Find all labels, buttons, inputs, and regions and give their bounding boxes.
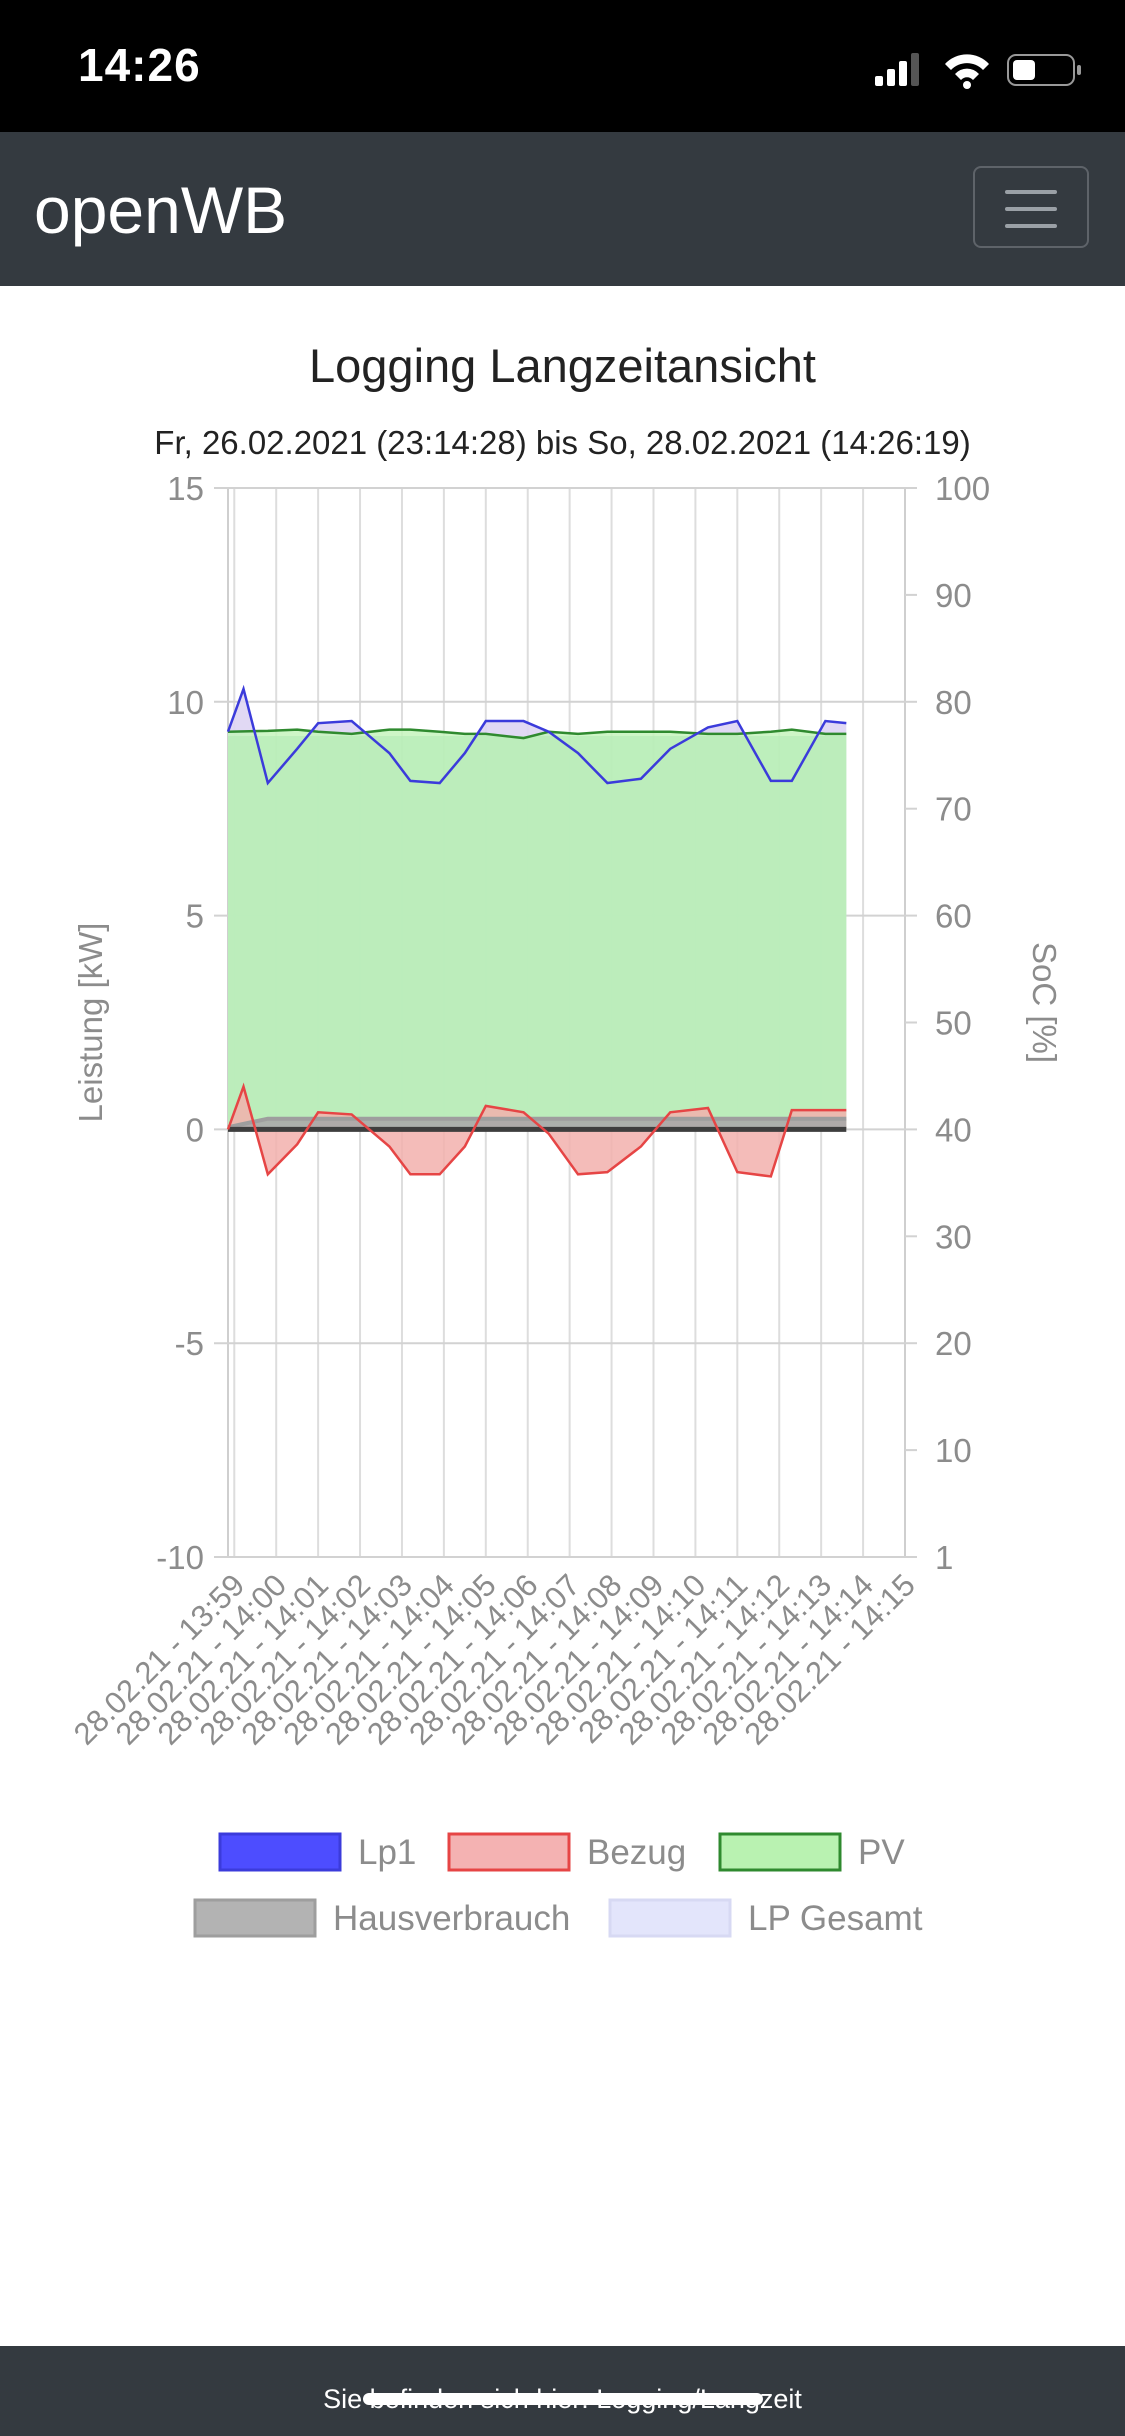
home-indicator [363, 2393, 763, 2405]
y2-tick-label: 80 [935, 684, 972, 721]
legend-label: Lp1 [358, 1833, 416, 1872]
status-bar: 14:26 [0, 0, 1125, 132]
y2-tick-label: 60 [935, 898, 972, 935]
y2-tick-label: 50 [935, 1005, 972, 1042]
y2-tick-label: 40 [935, 1111, 972, 1148]
y2-axis-title: SoC [%] [1026, 942, 1063, 1063]
y-tick-label: 15 [167, 470, 204, 507]
brand-logo-text[interactable]: openWB [34, 173, 288, 247]
footer: Sie befinden sich hier: Logging/Langzeit [0, 2346, 1125, 2436]
y-tick-label: -5 [175, 1325, 204, 1362]
y2-tick-label: 70 [935, 791, 972, 828]
y2-tick-label: 20 [935, 1325, 972, 1362]
y2-tick-label: 30 [935, 1218, 972, 1255]
legend-label: LP Gesamt [748, 1899, 923, 1938]
y-tick-label: 0 [186, 1111, 204, 1148]
legend-swatch [718, 1832, 842, 1872]
legend-swatch [608, 1898, 732, 1938]
y2-tick-label: 1 [935, 1539, 953, 1576]
y2-tick-label: 100 [935, 470, 990, 507]
cellular-signal-icon [875, 53, 919, 86]
hamburger-menu-icon [1005, 190, 1057, 194]
legend-label: Hausverbrauch [333, 1899, 570, 1938]
y-axis-title: Leistung [kW] [72, 923, 109, 1123]
pv-area-body [228, 736, 847, 1123]
menu-toggle-button[interactable] [973, 166, 1089, 248]
legend-label: PV [858, 1833, 905, 1872]
y-tick-label: 5 [186, 898, 204, 935]
page-subtitle: Fr, 26.02.2021 (23:14:28) bis So, 28.02.… [154, 424, 971, 461]
hausverbrauch-line [227, 1116, 847, 1130]
top-navbar: openWB [0, 132, 1125, 286]
legend-label: Bezug [587, 1833, 686, 1872]
pv-line [227, 728, 847, 740]
lp1-line [226, 684, 847, 786]
legend-swatch [193, 1898, 317, 1938]
y2-tick-label: 10 [935, 1432, 972, 1469]
y2-tick-label: 90 [935, 577, 972, 614]
legend-swatch [447, 1832, 571, 1872]
bezug-line [226, 1082, 847, 1178]
page-title: Logging Langzeitansicht [309, 339, 816, 392]
legend-swatch [218, 1832, 342, 1872]
y-tick-label: -10 [156, 1539, 204, 1576]
status-icons [875, 53, 1081, 89]
wifi-icon [945, 54, 989, 89]
y-tick-label: 10 [167, 684, 204, 721]
status-time: 14:26 [78, 39, 201, 91]
battery-icon [1007, 54, 1081, 86]
power-chart: -10 -5 0 5 10 15 1 10 20 30 40 50 60 70 80 90 100 Leistun… [67, 470, 1063, 1938]
